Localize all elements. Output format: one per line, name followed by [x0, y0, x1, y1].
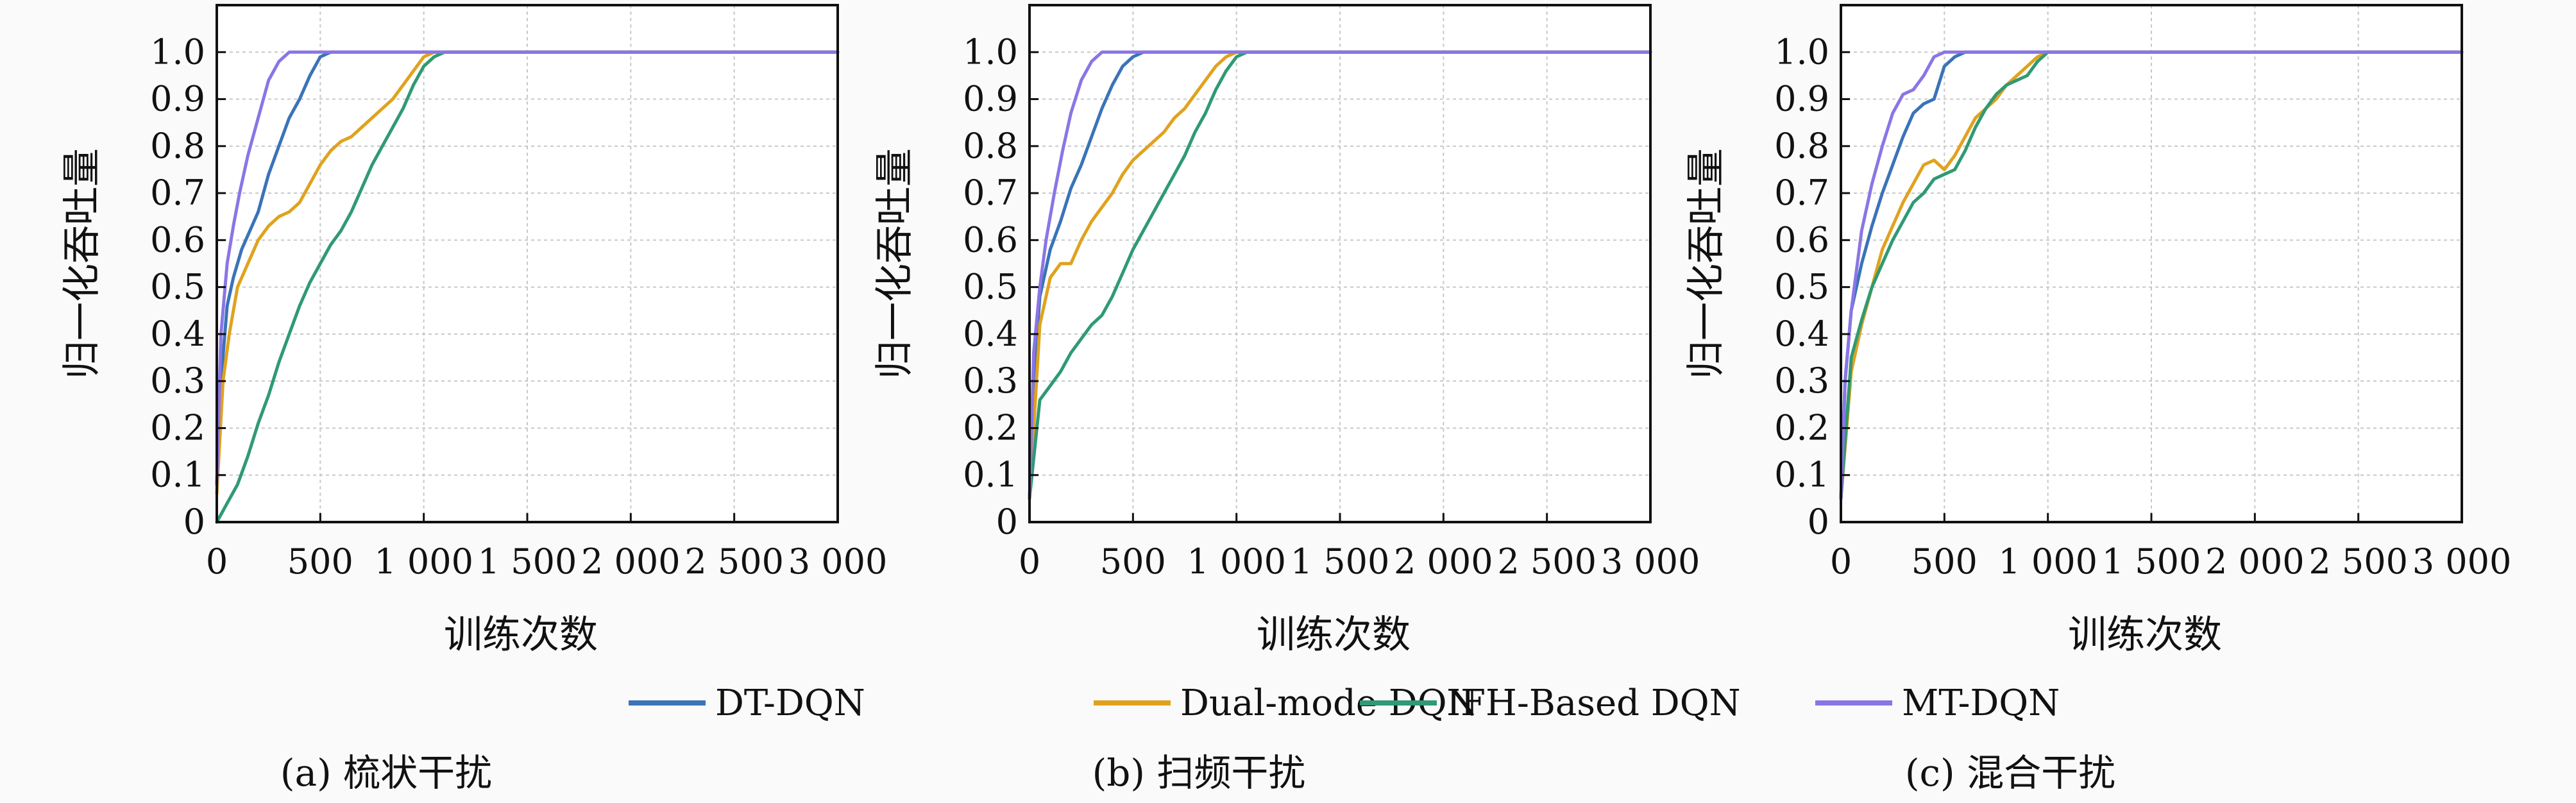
panel-caption: (c) 混合干扰 — [1905, 751, 2115, 795]
y-tick-label: 0.5 — [150, 267, 205, 307]
y-tick-label: 0.8 — [150, 126, 205, 166]
x-tick-label: 3 000 — [788, 541, 888, 582]
chart-panel-2: 0 500 1 000 1 500 2 000 2 500 3 000 0 0.1 0.2 0.3 0… — [872, 4, 1700, 795]
legend-label: DT-DQN — [715, 682, 865, 724]
x-tick-label: 1 000 — [1998, 541, 2097, 582]
y-tick-label: 0.7 — [150, 173, 205, 213]
chart-panel-3: 0 500 1 000 1 500 2 000 2 500 3 000 0 0.1 0.2 0.3 0… — [1684, 4, 2512, 795]
x-tick-label: 0 — [1019, 541, 1040, 582]
y-tick-label: 0.3 — [150, 360, 205, 401]
x-tick-label: 1 500 — [1291, 541, 1390, 582]
y-tick-label: 0.2 — [1774, 407, 1829, 448]
y-tick-label: 1.0 — [150, 31, 205, 72]
x-tick-label: 2 500 — [2309, 541, 2408, 582]
y-tick-label: 0.7 — [963, 173, 1018, 213]
y-tick-label: 0.5 — [1774, 267, 1829, 307]
y-tick-label: 0.1 — [150, 455, 205, 495]
y-tick-label: 0.2 — [150, 407, 205, 448]
x-axis-title: 训练次数 — [2068, 613, 2222, 657]
series-line-mt-dqn — [215, 50, 840, 486]
y-tick-label: 0.2 — [963, 407, 1018, 448]
x-tick-label: 3 000 — [2412, 541, 2512, 582]
series-line-ifh-based-dqn — [1028, 50, 1652, 500]
y-tick-label: 0 — [996, 502, 1018, 542]
y-tick-label: 0 — [1808, 502, 1829, 542]
x-tick-label: 500 — [1100, 541, 1166, 582]
x-tick-label: 500 — [287, 541, 353, 582]
series-line-mt-dqn — [1028, 50, 1652, 500]
series-line-ifh-based-dqn — [215, 50, 840, 524]
x-tick-label: 2 000 — [581, 541, 681, 582]
series-line-dual-mode-dqn — [1028, 50, 1652, 500]
series-line-dt-dqn — [215, 50, 840, 486]
y-tick-label: 0.1 — [963, 455, 1018, 495]
series-line-dual-mode-dqn — [215, 50, 840, 496]
y-axis-title: 归一化吞吐量 — [60, 148, 105, 379]
x-tick-label: 2 500 — [1497, 541, 1597, 582]
x-tick-label: 500 — [1911, 541, 1978, 582]
y-tick-label: 0.4 — [963, 314, 1018, 354]
x-axis-title: 训练次数 — [1257, 613, 1411, 657]
y-tick-label: 0.6 — [1774, 219, 1829, 260]
x-tick-label: 2 000 — [1394, 541, 1493, 582]
x-tick-label: 1 000 — [374, 541, 473, 582]
x-tick-label: 0 — [1830, 541, 1852, 582]
y-tick-label: 0.1 — [1774, 455, 1829, 495]
y-tick-label: 0.9 — [963, 79, 1018, 119]
y-tick-label: 0.4 — [1774, 314, 1829, 354]
x-tick-label: 1 500 — [2102, 541, 2201, 582]
series-line-mt-dqn — [1839, 50, 2464, 500]
y-tick-label: 1.0 — [963, 31, 1018, 72]
y-tick-label: 0.4 — [150, 314, 205, 354]
y-tick-label: 0.3 — [1774, 360, 1829, 401]
y-tick-label: 0.5 — [963, 267, 1018, 307]
y-tick-label: 0.8 — [963, 126, 1018, 166]
y-tick-label: 0.9 — [150, 79, 205, 119]
y-axis-title: 归一化吞吐量 — [872, 148, 917, 379]
series-line-ifh-based-dqn — [1839, 50, 2464, 500]
x-tick-label: 3 000 — [1601, 541, 1700, 582]
x-tick-label: 1 000 — [1187, 541, 1286, 582]
legend-label: MT-DQN — [1902, 682, 2060, 724]
chart-panel-1: 0 500 1 000 1 500 2 000 2 500 3 000 0 0.1 0.2 0.3 0… — [60, 4, 888, 795]
panel-caption: (a) 梳状干扰 — [280, 751, 492, 795]
x-tick-label: 0 — [206, 541, 228, 582]
y-tick-label: 0.9 — [1774, 79, 1829, 119]
panel-caption: (b) 扫频干扰 — [1092, 751, 1306, 795]
y-tick-label: 0.3 — [963, 360, 1018, 401]
x-tick-label: 2 000 — [2205, 541, 2305, 582]
x-axis-title: 训练次数 — [444, 613, 598, 657]
y-tick-label: 0 — [183, 502, 205, 542]
y-tick-label: 0.7 — [1774, 173, 1829, 213]
x-tick-label: 1 500 — [478, 541, 577, 582]
y-tick-label: 0.8 — [1774, 126, 1829, 166]
series-line-dual-mode-dqn — [1839, 50, 2464, 500]
legend-label: IFH-Based DQN — [1446, 682, 1741, 724]
y-tick-label: 0.6 — [963, 219, 1018, 260]
y-tick-label: 0.6 — [150, 219, 205, 260]
x-tick-label: 2 500 — [684, 541, 784, 582]
y-tick-label: 1.0 — [1774, 31, 1829, 72]
y-axis-title: 归一化吞吐量 — [1684, 148, 1729, 379]
